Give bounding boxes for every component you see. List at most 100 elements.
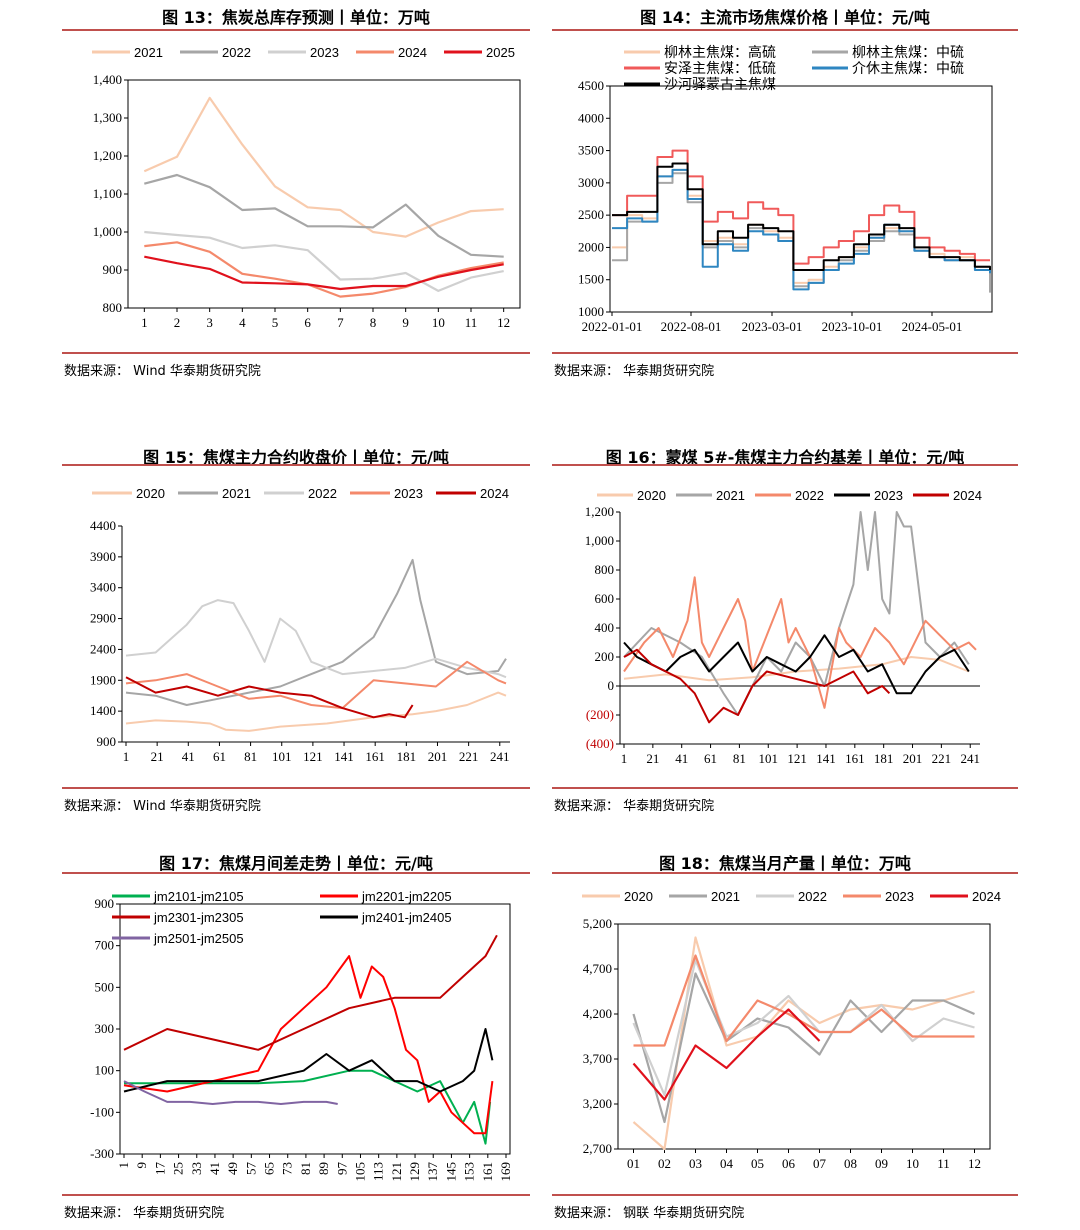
series-line-0 [612, 168, 991, 287]
x-tick-label: 11 [937, 1156, 950, 1171]
series-line-1 [612, 172, 991, 293]
x-tick-label: 02 [658, 1156, 671, 1171]
y-tick-label: 3400 [90, 580, 116, 595]
y-tick-label: 1,300 [93, 110, 122, 125]
x-tick-label: 241 [490, 749, 510, 764]
y-tick-label: 600 [595, 591, 615, 606]
chart-panel-18: 图 18：焦煤当月产量丨单位：万吨 2,700 3,200 3,700 4,200 4,… [552, 846, 1018, 1230]
series-line-2 [623, 576, 977, 709]
source-note: 数据来源： 华泰期货研究院 [554, 364, 715, 379]
y-tick-label: 2400 [90, 641, 116, 656]
legend-label: 2020 [624, 889, 653, 904]
source-note: 数据来源： 华泰期货研究院 [64, 1206, 225, 1221]
x-tick-label: 181 [874, 751, 894, 766]
x-tick-label: 01 [627, 1156, 640, 1171]
source-note: 数据来源： Wind 华泰期货研究院 [64, 799, 261, 814]
x-tick-label: 153 [462, 1162, 477, 1182]
y-tick-label: 0 [608, 678, 615, 693]
series-line-1 [623, 511, 970, 716]
y-tick-label: 3000 [578, 175, 604, 190]
plot-frame [609, 85, 993, 313]
x-tick-label: 1 [621, 751, 628, 766]
x-tick-label: 1 [116, 1162, 131, 1169]
legend-label: 柳林主焦煤：高硫 [664, 44, 776, 61]
chart-title: 图 14：主流市场焦煤价格丨单位：元/吨 [640, 8, 930, 27]
legend-label: jm2401-jm2405 [361, 910, 452, 925]
y-tick-label: 900 [97, 734, 117, 749]
y-tick-label: 2500 [578, 207, 604, 222]
series-line-4 [612, 162, 991, 271]
legend-label: 安泽主焦煤：低硫 [664, 61, 776, 77]
chart-14-svg: 1000 1500 2000 2500 3000 3500 4000 4500 2022-01-… [578, 44, 993, 334]
x-tick-label: 161 [845, 751, 865, 766]
legend-label: 2022 [798, 889, 827, 904]
y-tick-label: 100 [95, 1063, 115, 1078]
series-line-2 [123, 934, 498, 1051]
legend-label: 介休主焦煤：中硫 [852, 61, 964, 77]
source-note: 数据来源： 钢联 华泰期货研究院 [554, 1206, 745, 1221]
y-tick-label: 1,200 [585, 504, 614, 519]
x-tick-label: 121 [389, 1162, 404, 1182]
y-tick-label: 2,700 [583, 1141, 612, 1156]
x-tick-label: 33 [189, 1162, 204, 1175]
y-tick-label: 3900 [90, 549, 116, 564]
x-tick-label: 129 [407, 1162, 422, 1182]
series-line-3 [123, 1028, 494, 1093]
x-tick-label: 161 [365, 749, 385, 764]
legend-label: 2023 [874, 488, 903, 503]
legend-label: 2021 [222, 486, 251, 501]
x-tick-label: 04 [720, 1156, 734, 1171]
chart-panel-14: 图 14：主流市场焦煤价格丨单位：元/吨 1000 1500 2000 2500 300… [552, 0, 1018, 390]
x-tick-label: 161 [480, 1162, 495, 1182]
x-tick-label: 21 [151, 749, 164, 764]
series-line-4 [623, 648, 891, 724]
x-tick-label: 2 [174, 315, 181, 330]
x-tick-label: 4 [239, 315, 246, 330]
series-line-0 [124, 1069, 492, 1145]
legend-label: 2024 [953, 488, 982, 503]
x-tick-label: 41 [207, 1162, 222, 1175]
y-tick-label: 4,700 [583, 961, 612, 976]
y-tick-label: 5,200 [583, 916, 612, 931]
x-tick-label: 2023-10-01 [822, 319, 883, 334]
legend-label: jm2501-jm2505 [153, 931, 244, 946]
y-tick-label: 1500 [578, 272, 604, 287]
series-line-1 [123, 955, 494, 1135]
chart-title: 图 18：焦煤当月产量丨单位：万吨 [659, 854, 911, 873]
y-tick-label: (200) [586, 707, 614, 722]
legend-label: 2023 [885, 889, 914, 904]
x-tick-label: 73 [280, 1162, 295, 1175]
legend-label: 2021 [134, 45, 163, 60]
footer-rule [552, 1194, 1018, 1196]
y-tick-label: 300 [95, 1021, 115, 1036]
y-tick-label: -300 [90, 1146, 114, 1161]
y-tick-label: 3,700 [583, 1051, 612, 1066]
x-tick-label: 61 [704, 751, 717, 766]
x-tick-label: 07 [813, 1156, 827, 1171]
y-tick-label: 800 [103, 300, 123, 315]
chart-17-svg: -300 -100 100 300 500 700 900 1 9 17 25 33 41 49 57 65 7… [90, 889, 513, 1182]
series-line-0 [143, 96, 504, 238]
x-tick-label: 10 [432, 315, 445, 330]
y-tick-label: 1,200 [93, 148, 122, 163]
y-tick-label: 400 [595, 620, 615, 635]
x-tick-label: 8 [370, 315, 377, 330]
y-tick-label: 3,200 [583, 1096, 612, 1111]
x-tick-label: 05 [751, 1156, 764, 1171]
footer-rule [552, 352, 1018, 354]
x-tick-label: 10 [906, 1156, 919, 1171]
x-tick-label: 1 [123, 749, 130, 764]
x-tick-label: 09 [875, 1156, 888, 1171]
x-tick-label: 201 [428, 749, 448, 764]
series-line-3 [125, 660, 507, 710]
y-tick-label: 900 [103, 262, 123, 277]
title-rule [552, 464, 1018, 466]
legend-label: jm2101-jm2105 [153, 889, 244, 904]
x-tick-label: 145 [443, 1162, 458, 1182]
y-tick-label: 4,200 [583, 1006, 612, 1021]
footer-rule [552, 787, 1018, 789]
series-line-4 [125, 676, 414, 719]
x-tick-label: 65 [262, 1162, 277, 1175]
